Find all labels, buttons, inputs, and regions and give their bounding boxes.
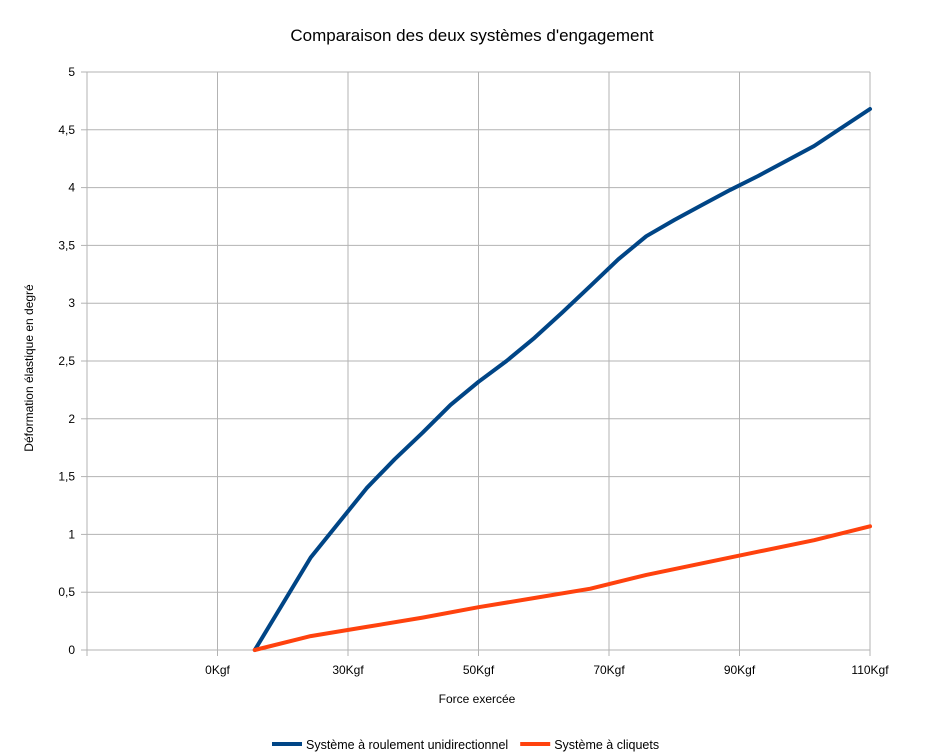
y-tick-label: 1 — [68, 527, 75, 541]
x-axis-ticks: 0Kgf 30Kgf 50Kgf 70Kgf 90Kgf 110Kgf — [86, 650, 889, 677]
y-tick-label: 2 — [68, 412, 75, 426]
y-tick-label: 3,5 — [58, 238, 75, 252]
x-tick-label: 90Kgf — [724, 663, 756, 677]
y-tick-label: 3 — [68, 296, 75, 310]
y-tick-label: 1,5 — [58, 470, 75, 484]
series-line-2 — [252, 524, 872, 652]
series-line-1 — [252, 107, 872, 652]
x-tick-label: 30Kgf — [332, 663, 364, 677]
chart-title: Comparaison des deux systèmes d'engageme… — [290, 26, 654, 45]
y-tick-label: 0,5 — [58, 585, 75, 599]
y-tick-label: 2,5 — [58, 354, 75, 368]
y-tick-label: 0 — [68, 643, 75, 657]
y-tick-label: 5 — [68, 65, 75, 79]
y-axis-ticks: 0 0,5 1 1,5 2 2,5 3 3,5 4 4,5 5 — [58, 65, 87, 657]
x-tick-label: 110Kgf — [851, 663, 889, 677]
x-tick-label: 50Kgf — [463, 663, 495, 677]
x-tick-label: 0Kgf — [205, 663, 230, 677]
legend: Système à roulement unidirectionnel Systè… — [272, 738, 659, 752]
gridlines — [86, 71, 871, 651]
y-tick-label: 4 — [68, 181, 75, 195]
y-axis-title: Déformation élastique en degré — [22, 284, 36, 452]
x-axis-title: Force exercée — [439, 692, 516, 706]
x-tick-label: 70Kgf — [593, 663, 625, 677]
series-lines — [252, 107, 872, 652]
legend-label-1: Système à roulement unidirectionnel — [306, 738, 508, 752]
legend-label-2: Système à cliquets — [554, 738, 659, 752]
y-tick-label: 4,5 — [58, 123, 75, 137]
